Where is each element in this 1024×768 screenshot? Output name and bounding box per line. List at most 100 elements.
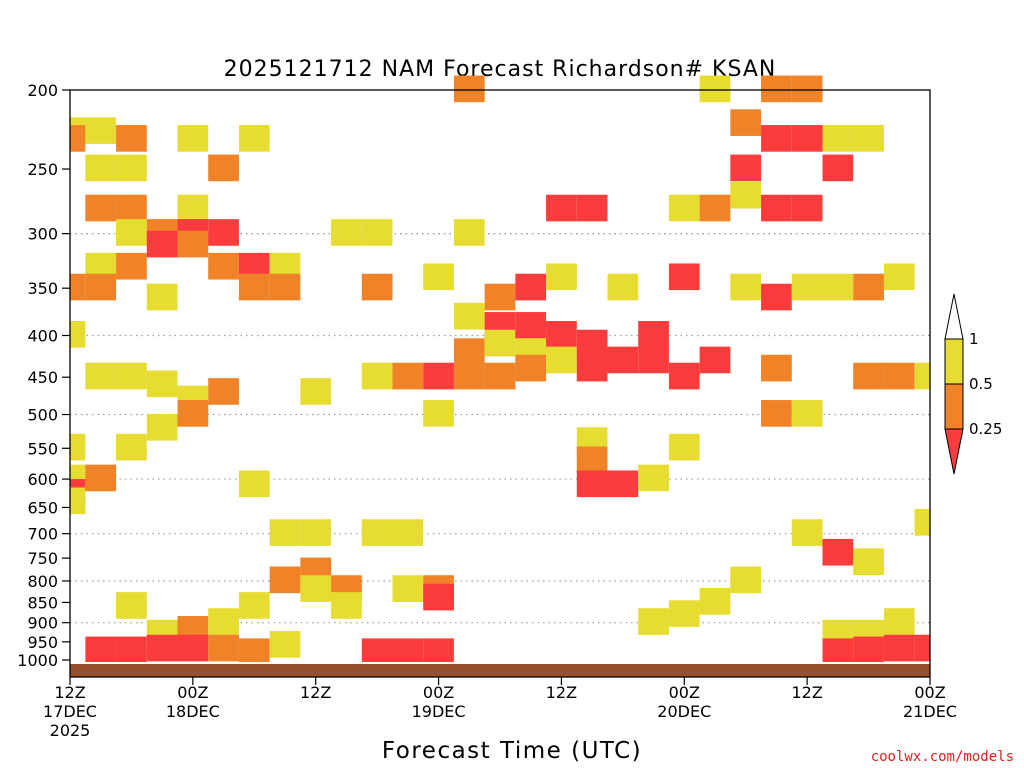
ri-cell bbox=[146, 634, 178, 662]
ri-cell bbox=[576, 329, 608, 357]
x-tick-label: 12Z bbox=[546, 683, 577, 702]
ri-cell bbox=[177, 194, 209, 222]
ri-cell bbox=[116, 252, 147, 280]
ri-cell bbox=[730, 109, 762, 136]
ri-cell bbox=[177, 400, 209, 427]
y-tick-label: 500 bbox=[27, 406, 58, 425]
ri-cell bbox=[791, 519, 823, 546]
y-axis-ticks: 200 250 300 350 400 450 500 550 600 650 700 750 800 8… bbox=[17, 81, 70, 670]
ri-cell bbox=[791, 273, 823, 301]
ri-cell bbox=[70, 433, 86, 461]
y-tick-label: 550 bbox=[27, 439, 58, 458]
ri-cell bbox=[914, 634, 930, 662]
ri-cell bbox=[638, 464, 669, 492]
ri-cell bbox=[146, 413, 178, 441]
ri-cell bbox=[392, 519, 424, 546]
ri-cell bbox=[116, 154, 147, 182]
ri-cell bbox=[116, 592, 147, 619]
ri-cell bbox=[761, 125, 792, 152]
legend: 1 0.5 0.25 bbox=[944, 293, 1002, 475]
ri-cell bbox=[730, 154, 762, 182]
ri-cell bbox=[883, 362, 915, 390]
ri-cell bbox=[883, 608, 915, 635]
ri-cell bbox=[361, 219, 393, 246]
legend-arrow-bottom bbox=[944, 428, 964, 475]
legend-label: 0.25 bbox=[969, 420, 1002, 438]
ri-cell bbox=[177, 230, 209, 258]
x-tick-label: 12Z bbox=[791, 683, 822, 702]
ri-cell bbox=[208, 252, 239, 280]
ri-cell bbox=[85, 154, 117, 182]
ri-cell bbox=[269, 566, 301, 594]
ri-cell bbox=[361, 362, 393, 390]
ri-cell bbox=[576, 470, 608, 498]
ri-cell bbox=[761, 75, 792, 103]
ri-cell bbox=[668, 600, 700, 627]
x-tick-label: 21DEC bbox=[903, 702, 957, 721]
y-tick-label: 350 bbox=[27, 279, 58, 298]
ri-cell bbox=[116, 194, 147, 222]
ri-cell bbox=[668, 362, 700, 390]
ri-cell bbox=[177, 634, 209, 662]
ri-cell bbox=[822, 154, 854, 182]
ri-cell bbox=[423, 362, 454, 390]
ri-cell bbox=[116, 125, 147, 152]
ri-cell bbox=[361, 638, 393, 662]
ri-cell bbox=[699, 587, 731, 615]
x-tick-label: 00Z bbox=[669, 683, 700, 702]
x-tick-label: 00Z bbox=[914, 683, 945, 702]
y-tick-label: 900 bbox=[27, 614, 58, 633]
ri-cell bbox=[699, 75, 731, 103]
ri-cell bbox=[546, 263, 577, 291]
ri-cell bbox=[177, 125, 209, 152]
ri-cell bbox=[85, 362, 117, 390]
x-tick-label: 12Z bbox=[54, 683, 85, 702]
ri-cell bbox=[85, 194, 117, 222]
ri-cell bbox=[238, 592, 270, 619]
ri-cell bbox=[238, 125, 270, 152]
ri-cell bbox=[300, 378, 332, 405]
ri-cell bbox=[791, 400, 823, 427]
y-tick-label: 250 bbox=[27, 160, 58, 179]
ri-cell bbox=[116, 362, 147, 390]
ri-cell bbox=[730, 181, 762, 209]
ri-cell bbox=[761, 283, 792, 311]
ri-cell bbox=[208, 154, 239, 182]
ri-cell bbox=[208, 634, 239, 662]
ri-cell bbox=[546, 346, 577, 374]
legend-label: 1 bbox=[969, 330, 979, 348]
x-tick-label: 19DEC bbox=[412, 702, 466, 721]
legend-label: 0.5 bbox=[969, 375, 993, 393]
ri-cell bbox=[453, 219, 485, 246]
ri-cell bbox=[638, 321, 669, 348]
ri-cell bbox=[423, 263, 454, 291]
ri-cell bbox=[85, 117, 117, 144]
ground-bar bbox=[70, 664, 930, 677]
ri-cell bbox=[730, 566, 762, 594]
ri-cell bbox=[576, 354, 608, 382]
ri-cell bbox=[484, 362, 516, 390]
ri-cell bbox=[853, 548, 884, 575]
ri-cell bbox=[392, 362, 424, 390]
ri-cell bbox=[515, 312, 547, 339]
ri-cell bbox=[883, 263, 915, 291]
plot-frame bbox=[69, 89, 931, 678]
ri-cell bbox=[761, 354, 792, 382]
ri-cell bbox=[300, 575, 332, 602]
ri-cell bbox=[853, 273, 884, 301]
ri-cell bbox=[853, 636, 884, 662]
y-tick-label: 1000 bbox=[17, 651, 58, 670]
ri-cell bbox=[791, 75, 823, 103]
y-tick-label: 300 bbox=[27, 225, 58, 244]
ri-cell bbox=[116, 636, 147, 662]
ri-cell bbox=[146, 370, 178, 398]
ri-cell bbox=[914, 362, 930, 390]
ground-layer bbox=[70, 664, 930, 677]
ri-cell bbox=[699, 346, 731, 374]
ri-cell bbox=[70, 125, 86, 152]
ri-cell bbox=[238, 470, 270, 498]
ri-cell bbox=[822, 273, 854, 301]
ri-cell bbox=[730, 273, 762, 301]
ri-cell bbox=[146, 283, 178, 311]
ri-cell bbox=[453, 338, 485, 365]
